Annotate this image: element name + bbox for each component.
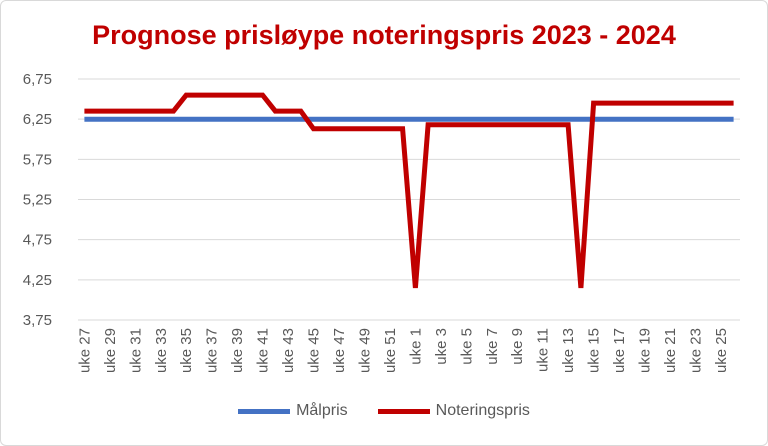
x-tick-label: uke 31 <box>127 328 144 373</box>
y-tick-label: 5,75 <box>23 151 52 168</box>
y-tick-label: 6,75 <box>23 71 52 88</box>
legend-label-malpris: Målpris <box>296 402 348 419</box>
x-tick-label: uke 9 <box>509 328 526 365</box>
series-line-noteringspris <box>84 92 734 289</box>
x-tick-label: uke 5 <box>458 328 475 365</box>
legend-label-noteringspris: Noteringspris <box>435 402 530 419</box>
legend-item-malpris: Målpris <box>238 402 348 420</box>
x-tick-label: uke 49 <box>356 328 373 373</box>
y-tick-label: 4,25 <box>23 272 52 289</box>
series-lines <box>84 92 734 289</box>
y-tick-label: 3,75 <box>23 312 52 329</box>
x-tick-label: uke 3 <box>433 328 450 365</box>
x-tick-label: uke 43 <box>280 328 297 373</box>
legend-item-noteringspris: Noteringspris <box>377 402 530 420</box>
x-axis-ticks: uke 27 uke 29 uke 31 uke 33 uke 35 uke 37 uke … <box>76 328 730 373</box>
y-tick-label: 4,75 <box>23 232 52 249</box>
x-tick-label: uke 27 <box>76 328 93 373</box>
x-tick-label: uke 47 <box>331 328 348 373</box>
y-axis-ticks: 6,75 6,25 5,75 5,25 4,75 4,25 3,75 <box>23 71 52 329</box>
chart-title: Prognose prisløype noteringspris 2023 - … <box>92 20 676 50</box>
x-tick-label: uke 45 <box>306 328 323 373</box>
x-tick-label: uke 51 <box>382 328 399 373</box>
x-tick-label: uke 19 <box>637 328 654 373</box>
x-tick-label: uke 29 <box>102 328 119 373</box>
x-tick-label: uke 39 <box>229 328 246 373</box>
y-tick-label: 6,25 <box>23 111 52 128</box>
x-tick-label: uke 21 <box>662 328 679 373</box>
legend-swatch-malpris <box>238 408 291 414</box>
x-tick-label: uke 7 <box>484 328 501 365</box>
x-tick-label: uke 17 <box>611 328 628 373</box>
x-tick-label: uke 11 <box>535 328 552 372</box>
x-tick-label: uke 13 <box>560 328 577 373</box>
x-tick-label: uke 41 <box>255 328 272 373</box>
y-tick-label: 5,25 <box>23 192 52 209</box>
legend: Målpris Noteringspris <box>0 402 768 420</box>
x-tick-label: uke 33 <box>153 328 170 373</box>
x-tick-label: uke 23 <box>687 328 704 373</box>
x-tick-label: uke 35 <box>178 328 195 373</box>
x-tick-label: uke 15 <box>586 328 603 373</box>
x-tick-label: uke 1 <box>407 328 424 365</box>
x-tick-label: uke 25 <box>713 328 730 373</box>
x-tick-label: uke 37 <box>204 328 221 373</box>
legend-swatch-noteringspris <box>377 408 430 414</box>
